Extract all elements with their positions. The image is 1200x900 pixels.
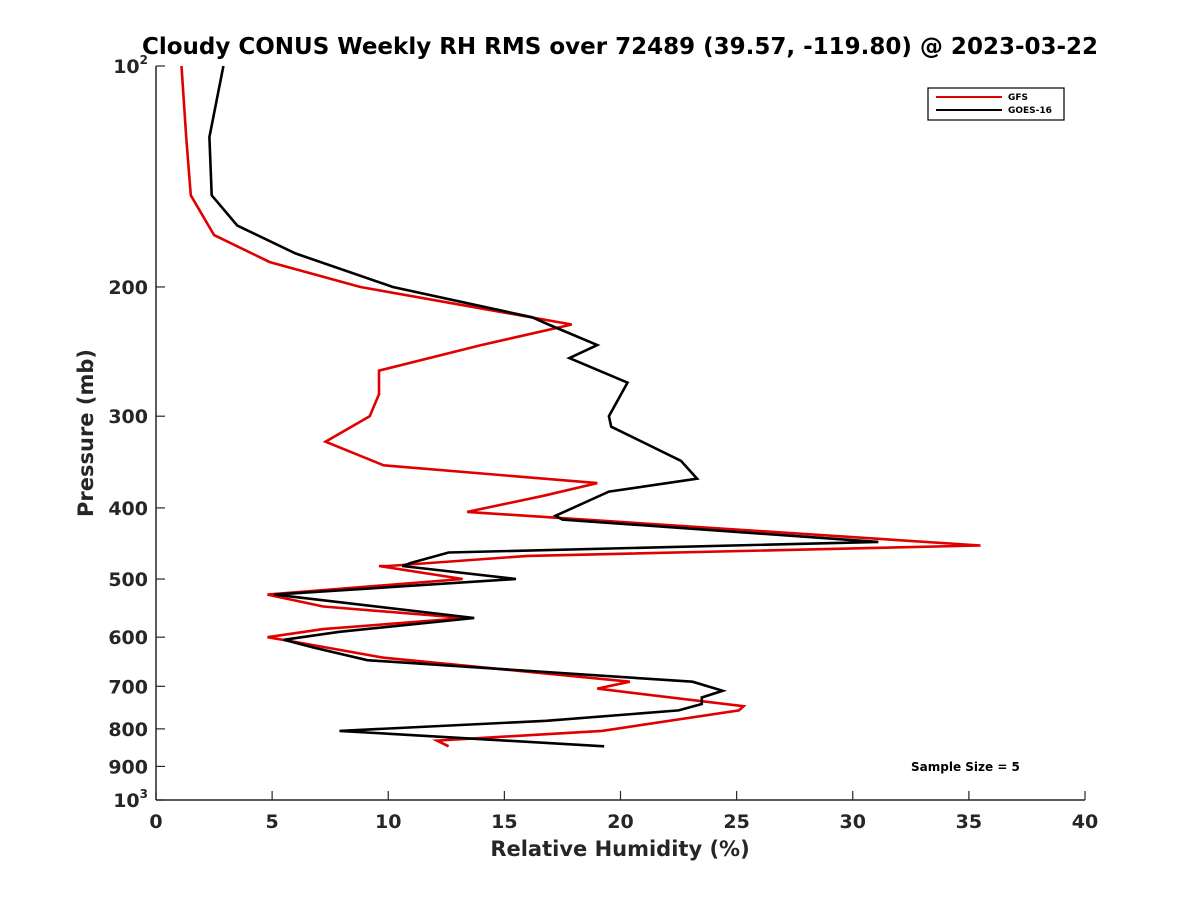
legend-box bbox=[927, 87, 1065, 121]
y-tick-label: 400 bbox=[108, 498, 148, 520]
x-tick-label: 0 bbox=[149, 811, 162, 833]
x-tick-label: 30 bbox=[840, 811, 866, 833]
sample-size-annotation: Sample Size = 5 bbox=[911, 760, 1020, 774]
x-tick-label: 40 bbox=[1072, 811, 1098, 833]
x-axis-label: Relative Humidity (%) bbox=[490, 837, 749, 861]
y-tick-label: 900 bbox=[108, 756, 148, 778]
y-tick-label: 103 bbox=[113, 787, 148, 812]
series-line-goes16 bbox=[208, 65, 879, 748]
x-tick-label: 25 bbox=[723, 811, 749, 833]
y-axis-ticks: 102 200 300 400 500 600 700 800 900 103 bbox=[108, 53, 165, 812]
y-axis-label: Pressure (mb) bbox=[74, 349, 98, 517]
legend-label-gfs: GFS bbox=[1008, 93, 1028, 103]
plot-area: 0 5 10 15 20 25 30 35 40 102 200 300 400 500 600 700 80… bbox=[108, 53, 1098, 833]
x-tick-label: 20 bbox=[607, 811, 633, 833]
y-tick-label: 200 bbox=[108, 277, 148, 299]
x-tick-label: 5 bbox=[266, 811, 279, 833]
y-tick-label: 700 bbox=[108, 676, 148, 698]
x-tick-label: 10 bbox=[375, 811, 401, 833]
y-tick-label: 800 bbox=[108, 719, 148, 741]
legend: GFS GOES-16 bbox=[927, 87, 1065, 121]
y-tick-label: 102 bbox=[113, 53, 148, 78]
x-axis-ticks: 0 5 10 15 20 25 30 35 40 bbox=[149, 791, 1098, 833]
legend-label-goes16: GOES-16 bbox=[1008, 106, 1052, 116]
y-tick-label: 300 bbox=[108, 406, 148, 428]
x-tick-label: 15 bbox=[491, 811, 517, 833]
series-line-gfs bbox=[180, 65, 981, 748]
y-tick-label: 600 bbox=[108, 627, 148, 649]
y-tick-label: 500 bbox=[108, 569, 148, 591]
series-layer bbox=[180, 65, 981, 748]
chart-title: Cloudy CONUS Weekly RH RMS over 72489 (3… bbox=[142, 34, 1098, 60]
x-tick-label: 35 bbox=[956, 811, 982, 833]
